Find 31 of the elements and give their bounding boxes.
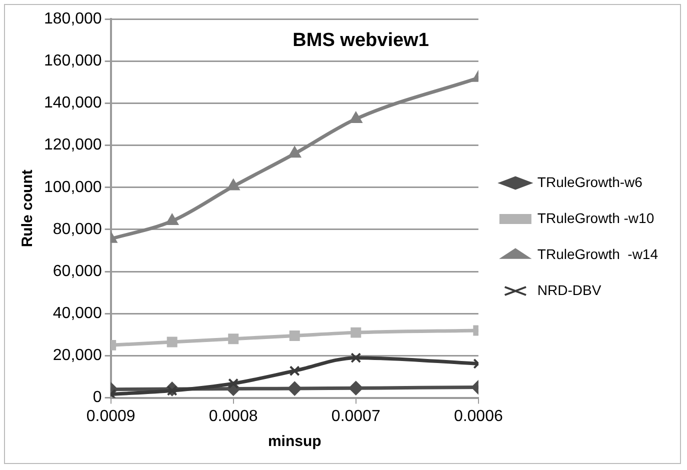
- y-tick-label: 180,000: [44, 10, 102, 28]
- point: [350, 112, 362, 123]
- y-tick-label: 60,000: [52, 262, 102, 280]
- y-axis-title: Rule count: [19, 170, 36, 248]
- x-axis-title: minsup: [268, 433, 322, 450]
- x-tick-label: 0.0007: [331, 408, 380, 425]
- point: [288, 146, 301, 158]
- y-tick-label: 120,000: [44, 136, 102, 154]
- point: [289, 330, 300, 341]
- y-tick-label: 0: [92, 389, 102, 406]
- x-tick-label: 0.0009: [86, 408, 136, 425]
- x-tick-label: 0.0006: [454, 408, 503, 425]
- point: [350, 327, 362, 338]
- y-tick-label: 140,000: [44, 94, 102, 112]
- legend-label: TRuleGrowth -w10: [537, 210, 654, 226]
- point: [350, 352, 362, 364]
- text: BMS webview1: [292, 30, 430, 52]
- y-tick-label: 100,000: [44, 178, 102, 196]
- legend-label: TRuleGrowth-w6: [537, 174, 643, 190]
- point: [227, 179, 240, 190]
- y-tick-label: 20,000: [52, 347, 102, 364]
- legend-label: TRuleGrowth -w14: [537, 246, 658, 262]
- point: [348, 381, 363, 396]
- point: [288, 382, 302, 396]
- point: [228, 334, 239, 344]
- y-tick-label: 80,000: [52, 220, 102, 238]
- y-tick-label: 160,000: [44, 52, 102, 70]
- point: [289, 366, 300, 376]
- y-tick-label: 40,000: [52, 305, 102, 322]
- x-tick-label: 0.0008: [208, 408, 258, 425]
- legend-label: NRD-DBV: [537, 282, 602, 298]
